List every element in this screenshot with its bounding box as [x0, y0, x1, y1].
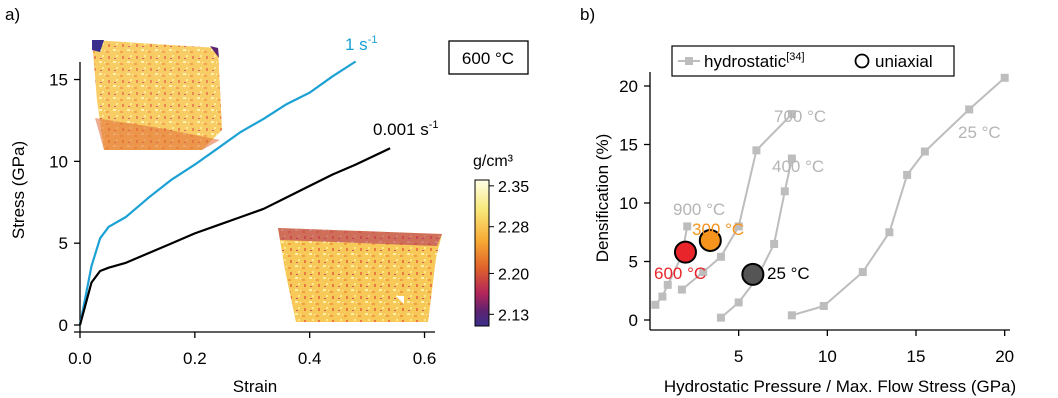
colorbar	[474, 179, 490, 327]
legend-uniaxial-label: uniaxial	[875, 52, 933, 71]
panel-a-label: a)	[5, 5, 20, 24]
y-tick-label: 0	[629, 311, 638, 330]
series-label-1-per-s: 1 s-1	[345, 34, 377, 54]
data-point-700-c	[716, 252, 725, 261]
data-point-25-c	[858, 268, 867, 277]
series-label-900c: 900 °C	[673, 200, 725, 219]
data-point-900-c	[663, 280, 672, 289]
data-point-900-c	[658, 292, 667, 301]
data-point-25-c	[819, 301, 828, 310]
y-tick-label: 0	[59, 316, 68, 335]
panel-b-uniaxial-points	[673, 228, 765, 286]
uniaxial-point-600-c	[673, 240, 697, 264]
data-point-700-c	[677, 285, 686, 294]
data-point-25-c	[920, 147, 929, 156]
series-label-400c: 400 °C	[772, 157, 824, 176]
colorbar-tick-label: 2.20	[498, 266, 529, 283]
x-tick-label: 10	[818, 347, 837, 366]
x-tick-label: 20	[995, 347, 1014, 366]
colorbar-tick-label: 2.28	[498, 220, 529, 237]
data-point-900-c	[683, 222, 692, 231]
panel-a-x-axis-label: Strain	[233, 377, 277, 396]
series-line-1-s	[78, 60, 357, 326]
data-point-25-c	[965, 105, 974, 114]
data-point-700-c	[752, 146, 761, 155]
panel-a-x-ticks: 0.0 0.2 0.4 0.6	[68, 332, 436, 368]
data-point-700-c	[734, 222, 743, 231]
x-tick-label: 5	[734, 347, 743, 366]
uniaxial-point-25-c	[741, 262, 765, 286]
y-tick-label: 10	[619, 194, 638, 213]
uniaxial-label-300c: 300 °C	[692, 220, 744, 239]
panel-a-y-axis-label: Stress (GPa)	[9, 141, 28, 239]
data-point-400-c	[716, 313, 725, 322]
colorbar-title: g/cm³	[473, 153, 514, 170]
data-point-400-c	[770, 239, 779, 248]
panel-b-x-ticks: 5 10 15 20	[734, 330, 1014, 366]
data-point-400-c	[780, 187, 789, 196]
panel-a-y-ticks: 0 5 10 15	[49, 71, 80, 335]
panel-b-y-ticks: 0 5 10 15 20	[619, 77, 650, 330]
series-label-25c-hydrostatic: 25 °C	[958, 123, 1001, 142]
panel-b-x-axis-label: Hydrostatic Pressure / Max. Flow Stress …	[664, 377, 1016, 396]
panel-b-legend: hydrostatic[34] uniaxial	[671, 45, 955, 77]
colorbar-tick-label: 2.13	[498, 307, 529, 324]
y-tick-label: 5	[629, 253, 638, 272]
y-tick-label: 15	[49, 71, 68, 90]
colorbar-ticks: 2.35 2.28 2.20 2.13	[489, 179, 529, 324]
x-tick-label: 15	[907, 347, 926, 366]
data-point-25-c	[787, 311, 796, 320]
x-tick-label: 0.4	[298, 349, 322, 368]
data-point-25-c	[885, 228, 894, 237]
panel-a-series	[78, 60, 391, 326]
data-point-900-c	[651, 300, 660, 309]
panel-b-axes	[649, 72, 1010, 331]
x-tick-label: 0.2	[183, 349, 207, 368]
series-label-700c: 700 °C	[774, 107, 826, 126]
data-point-700-c	[787, 110, 796, 119]
legend-hydrostatic-marker	[685, 57, 693, 65]
data-point-400-c	[734, 298, 743, 307]
density-map-image-bottom	[278, 228, 442, 322]
uniaxial-label-25c: 25 °C	[767, 264, 810, 283]
uniaxial-point-300-c	[698, 228, 722, 252]
x-tick-label: 0.0	[68, 349, 92, 368]
panel-b-label: b)	[580, 5, 595, 24]
panel-b-hydrostatic-series	[651, 73, 1009, 322]
y-tick-label: 5	[59, 234, 68, 253]
panel-a-axes	[74, 62, 435, 333]
panel-a: a) 0 5 10 15 0.0 0.2 0.4 0.6 Strain Stress (GP…	[5, 5, 529, 396]
y-tick-label: 10	[49, 152, 68, 171]
colorbar-tick-label: 2.35	[498, 179, 529, 196]
x-tick-label: 0.6	[413, 349, 437, 368]
data-point-25-c	[1000, 73, 1009, 82]
y-tick-label: 20	[619, 77, 638, 96]
density-map-image-top	[92, 40, 222, 150]
panel-b: b) 0 5 10 15 20 5 10 15 20 Hydrostatic Pressure…	[580, 5, 1016, 396]
y-tick-label: 15	[619, 136, 638, 155]
series-line-0-001-s	[78, 147, 391, 326]
series-label-0001-per-s: 0.001 s-1	[373, 119, 439, 139]
uniaxial-label-600c: 600 °C	[654, 264, 706, 283]
temperature-box	[448, 40, 529, 75]
legend-hydrostatic-label: hydrostatic[34]	[704, 51, 805, 71]
temperature-annotation: 600 °C	[462, 49, 514, 68]
legend-box	[671, 45, 955, 77]
data-point-400-c	[787, 154, 796, 163]
legend-uniaxial-marker	[854, 53, 870, 69]
series-line-25-c	[791, 77, 1006, 317]
panel-b-y-axis-label: Densification (%)	[593, 134, 612, 263]
data-point-700-c	[699, 268, 708, 277]
data-point-25-c	[903, 170, 912, 179]
